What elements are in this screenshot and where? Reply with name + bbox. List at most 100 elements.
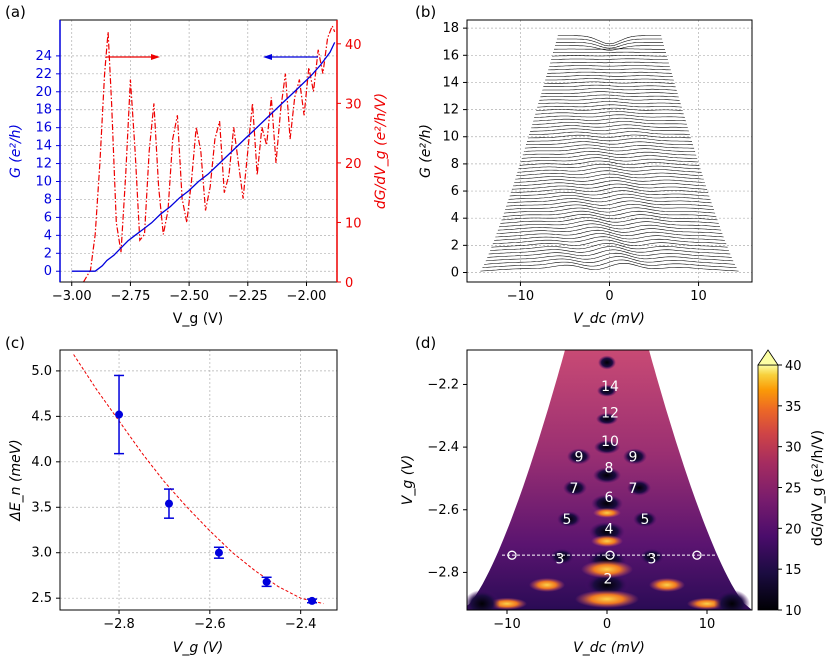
trace-line xyxy=(480,263,739,272)
trace-line xyxy=(511,183,708,190)
side-number: 9 xyxy=(575,450,584,466)
y-tick-label: 4.0 xyxy=(31,455,52,470)
trace-line xyxy=(484,256,735,265)
dark-blob xyxy=(591,494,623,513)
bright-spot xyxy=(591,535,623,548)
colorbar-tick-label: 10 xyxy=(785,604,802,619)
trace-line xyxy=(510,187,709,193)
right-y-tick-label: 20 xyxy=(345,157,362,172)
panel-b: (b) −10 0 10 0 2 4 6 8 10 12 14 16 18 V_dc (mV) G (e… xyxy=(415,3,753,327)
plateau-number: 4 xyxy=(605,522,614,538)
panel-c-frame xyxy=(59,349,338,611)
y-tick-label: 16 xyxy=(442,48,459,63)
trace-line xyxy=(514,177,705,183)
trace-line xyxy=(550,61,669,64)
trace-line xyxy=(535,111,684,115)
trace-line xyxy=(501,214,718,221)
trace-line xyxy=(522,151,697,156)
trace-line xyxy=(556,38,663,47)
bright-spot xyxy=(649,577,685,592)
trace-line xyxy=(525,141,694,146)
trace-line xyxy=(532,121,687,125)
trace-line xyxy=(494,233,725,241)
trace-line xyxy=(495,229,724,238)
left-y-tick-label: 22 xyxy=(35,67,52,82)
trace-line xyxy=(500,217,719,224)
trace-line xyxy=(513,180,706,187)
plateau-number: 14 xyxy=(601,379,619,395)
bright-spot xyxy=(529,577,565,592)
side-number: 9 xyxy=(629,450,638,466)
panel-a-label: (a) xyxy=(5,3,26,21)
x-tick-label: 10 xyxy=(699,617,716,632)
panel-b-traces xyxy=(480,35,739,272)
colorbar-tick-label: 20 xyxy=(785,522,802,537)
panel-b-label: (b) xyxy=(415,3,436,21)
bright-spot xyxy=(575,590,639,609)
panel-b-axes: −10 0 10 0 2 4 6 8 10 12 14 16 18 xyxy=(442,21,706,304)
x-tick-label: −10 xyxy=(493,617,520,632)
trace-line xyxy=(503,207,716,214)
panel-b-grid xyxy=(467,20,752,282)
trace-line xyxy=(547,71,672,74)
left-y-tick-label: 4 xyxy=(44,228,52,243)
panel-a-right-ylabel: dG/dV_g (e²/h/V) xyxy=(373,93,389,209)
colorbar-extend-arrow xyxy=(757,349,779,366)
y-tick-label: 6 xyxy=(451,184,459,199)
colorbar: 10 15 20 25 30 35 40 dG/dV_g (e²/h/V) xyxy=(757,349,826,619)
colorbar-tick-label: 15 xyxy=(785,563,802,578)
trace-line xyxy=(523,147,696,152)
y-tick-label: 4.5 xyxy=(31,409,52,424)
dark-blob xyxy=(640,548,664,565)
trace-line xyxy=(539,97,680,101)
trace-line xyxy=(517,167,702,173)
bright-spot xyxy=(581,560,633,579)
trace-line xyxy=(557,35,662,45)
trace-line xyxy=(508,193,711,200)
trace-line xyxy=(529,131,690,135)
trace-line xyxy=(545,78,674,81)
panel-c-label: (c) xyxy=(5,334,25,352)
right-y-tick-label: 10 xyxy=(345,216,362,231)
trace-line xyxy=(546,75,673,77)
y-tick-label: −2.4 xyxy=(427,440,459,455)
trace-line xyxy=(551,58,668,60)
left-y-tick-label: 0 xyxy=(44,264,52,279)
trace-line xyxy=(496,226,723,234)
colorbar-tick-label: 25 xyxy=(785,482,802,497)
panel-d-axes: −10 0 10 −2.2 −2.4 −2.6 −2.8 xyxy=(427,377,715,632)
colorbar-tick-label: 35 xyxy=(785,400,802,415)
trace-line xyxy=(548,68,671,71)
trace-line xyxy=(518,163,701,170)
side-number: 3 xyxy=(556,551,565,567)
data-point xyxy=(308,596,317,605)
x-tick-label: 0 xyxy=(605,289,613,304)
trace-line xyxy=(533,117,686,122)
marker-circle xyxy=(605,550,615,560)
trace-line xyxy=(534,114,685,118)
data-point xyxy=(262,577,271,586)
y-tick-label: 5.0 xyxy=(31,364,52,379)
y-tick-label: −2.8 xyxy=(427,565,459,580)
data-point xyxy=(164,499,173,508)
data-point xyxy=(214,548,223,557)
trace-line xyxy=(555,42,664,49)
colorbar-tick-label: 30 xyxy=(785,441,802,456)
dark-blob xyxy=(593,467,621,484)
trace-line xyxy=(528,134,691,139)
side-number: 3 xyxy=(648,551,657,567)
dark-blob xyxy=(557,511,581,528)
panel-c-axes: −2.8 −2.6 −2.4 2.5 3.0 3.5 4.0 4.5 5.0 xyxy=(31,364,316,632)
left-y-tick-label: 10 xyxy=(35,175,52,190)
dark-blob xyxy=(594,440,620,455)
trace-line xyxy=(491,239,728,248)
x-tick-label: −2.8 xyxy=(103,617,135,632)
data-point xyxy=(115,410,124,419)
left-y-tick-label: 20 xyxy=(35,85,52,100)
side-number: 5 xyxy=(641,512,650,528)
x-tick-label: −2.00 xyxy=(287,289,327,304)
panel-b-ylabel: G (e²/h) xyxy=(418,124,434,178)
y-tick-label: −2.6 xyxy=(427,503,459,518)
